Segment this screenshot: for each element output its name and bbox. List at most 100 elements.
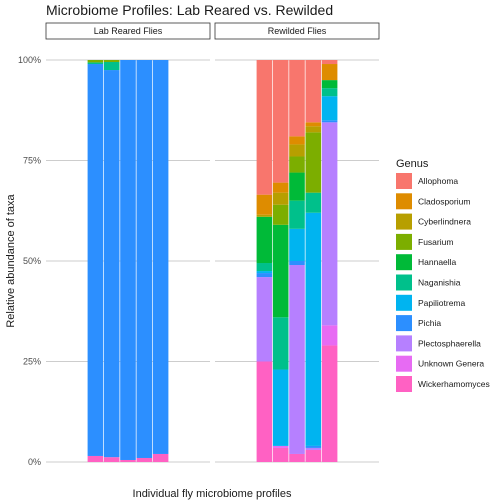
legend-swatch <box>396 193 412 210</box>
legend-item: Hannaella <box>396 254 457 271</box>
bar-segment-plectosphaerella <box>256 277 273 362</box>
bar-segment-cyberlindnera <box>305 126 322 133</box>
y-axis-label: Relative abundance of taxa <box>5 193 17 327</box>
legend-swatch <box>396 335 412 352</box>
stacked-bar <box>152 60 169 462</box>
bar-segment-hannaella <box>289 172 305 201</box>
legend-item: Allophoma <box>396 173 458 189</box>
legend-item: Cyberlindnera <box>396 213 471 230</box>
legend-swatch <box>396 355 412 372</box>
legend-label: Plectosphaerella <box>418 338 481 348</box>
bar-segment-pichia <box>152 60 169 454</box>
legend-label: Hannaella <box>418 257 457 267</box>
legend-label: Wickerhamomyces <box>418 379 490 389</box>
legend-item: Papiliotrema <box>396 294 466 311</box>
legend-item: Cladosporium <box>396 193 470 210</box>
bar-segment-allophoma <box>305 60 322 123</box>
bar-segment-cladosporium <box>321 64 338 81</box>
legend-label: Papiliotrema <box>418 298 466 308</box>
legend-swatch <box>396 294 412 311</box>
legend-swatch <box>396 274 412 291</box>
y-tick-label: 25% <box>23 357 41 367</box>
bar-segment-unknown-genera <box>321 325 338 346</box>
bar-segment-naganishia <box>87 62 104 65</box>
bar-segment-papiliotrema <box>256 271 273 274</box>
y-tick-label: 50% <box>23 256 41 266</box>
legend-label: Cladosporium <box>418 196 470 206</box>
bar-segment-hannaella <box>321 80 338 89</box>
facet-strip <box>214 22 380 40</box>
bar-segment-papiliotrema <box>305 212 322 446</box>
y-tick-label: 0% <box>28 457 41 467</box>
y-tick-label: 100% <box>18 55 41 65</box>
bar-segment-pichia <box>256 273 273 278</box>
panel-1: Lab Reared Flies <box>45 22 211 463</box>
legend-swatch <box>396 315 412 332</box>
bar-segment-allophoma <box>289 60 305 137</box>
bar-segment-wickerhamomyces <box>103 457 120 462</box>
y-tick-label: 75% <box>23 156 41 166</box>
stacked-bar <box>103 60 120 462</box>
bar-segment-allophoma <box>272 60 289 183</box>
bar-segment-allophoma <box>256 60 273 195</box>
bar-segment-plectosphaerella <box>289 265 305 454</box>
bar-segment-hannaella <box>256 216 273 264</box>
stacked-bar <box>87 60 104 462</box>
bar-segment-unknown-genera <box>272 445 289 448</box>
legend-swatch <box>396 254 412 271</box>
facet-strip-label: Lab Reared Flies <box>94 26 163 36</box>
bar-segment-pichia <box>305 445 322 448</box>
legend-label: Allophoma <box>418 176 458 186</box>
bar-segment-cyberlindnera <box>272 192 289 205</box>
bar-segment-pichia <box>87 64 104 456</box>
bar-segment-pichia <box>103 70 120 458</box>
legend-label: Unknown Genera <box>418 359 484 369</box>
legend-item: Wickerhamomyces <box>396 376 490 392</box>
legend-label: Naganishia <box>418 278 461 288</box>
bar-segment-plectosphaerella <box>321 122 338 326</box>
bar-segment-fusarium <box>289 156 305 173</box>
bar-segment-wickerhamomyces <box>136 457 153 462</box>
bar-segment-papiliotrema <box>289 228 305 261</box>
bar-segment-wickerhamomyces <box>272 447 289 462</box>
bar-segment-cladosporium <box>272 182 289 193</box>
legend-item: Pichia <box>396 315 441 332</box>
bar-segment-wickerhamomyces <box>120 459 136 462</box>
bar-segment-naganishia <box>272 317 289 370</box>
facet-strip <box>45 22 211 40</box>
bar-segment-cyberlindnera <box>289 144 305 157</box>
x-axis-label: Individual fly microbiome profiles <box>133 488 292 500</box>
bar-segment-naganishia <box>321 88 338 97</box>
legend-label: Fusarium <box>418 237 453 247</box>
bar-segment-pichia <box>289 261 305 266</box>
bar-segment-wickerhamomyces <box>256 361 273 462</box>
stacked-bar <box>305 60 322 462</box>
stacked-bar <box>321 60 338 462</box>
bar-segment-wickerhamomyces <box>305 449 322 462</box>
y-axis-ticks: 0% 25% 50% 75% 100% <box>18 55 41 467</box>
bar-segment-plectosphaerella <box>305 447 322 450</box>
legend-item: Fusarium <box>396 233 453 250</box>
bar-segment-cladosporium <box>305 122 322 127</box>
bar-segment-wickerhamomyces <box>289 453 305 462</box>
legend-swatch <box>396 173 412 189</box>
bar-segment-cladosporium <box>256 194 273 215</box>
chart-title: Microbiome Profiles: Lab Reared vs. Rewi… <box>46 2 333 18</box>
stacked-bar <box>136 60 153 462</box>
facet-panels: Lab Reared Flies Rewilded Flies <box>45 22 380 463</box>
bar-segment-allophoma <box>321 60 338 65</box>
legend-swatch <box>396 233 412 250</box>
legend: Genus Allophoma Cladosporium Cyberlindnera… <box>396 158 490 392</box>
legend-swatch <box>396 213 412 230</box>
bar-segment-papiliotrema <box>272 369 289 446</box>
bar-segment-naganishia <box>305 192 322 213</box>
bar-segment-hannaella <box>272 224 289 318</box>
bar-segment-pichia <box>321 120 338 123</box>
facet-strip-label: Rewilded Flies <box>268 26 327 36</box>
bar-segment-fusarium <box>87 60 104 63</box>
legend-label: Pichia <box>418 318 441 328</box>
legend-title: Genus <box>396 158 429 170</box>
panel-2: Rewilded Flies <box>214 22 380 463</box>
bar-segment-pichia <box>120 60 136 460</box>
